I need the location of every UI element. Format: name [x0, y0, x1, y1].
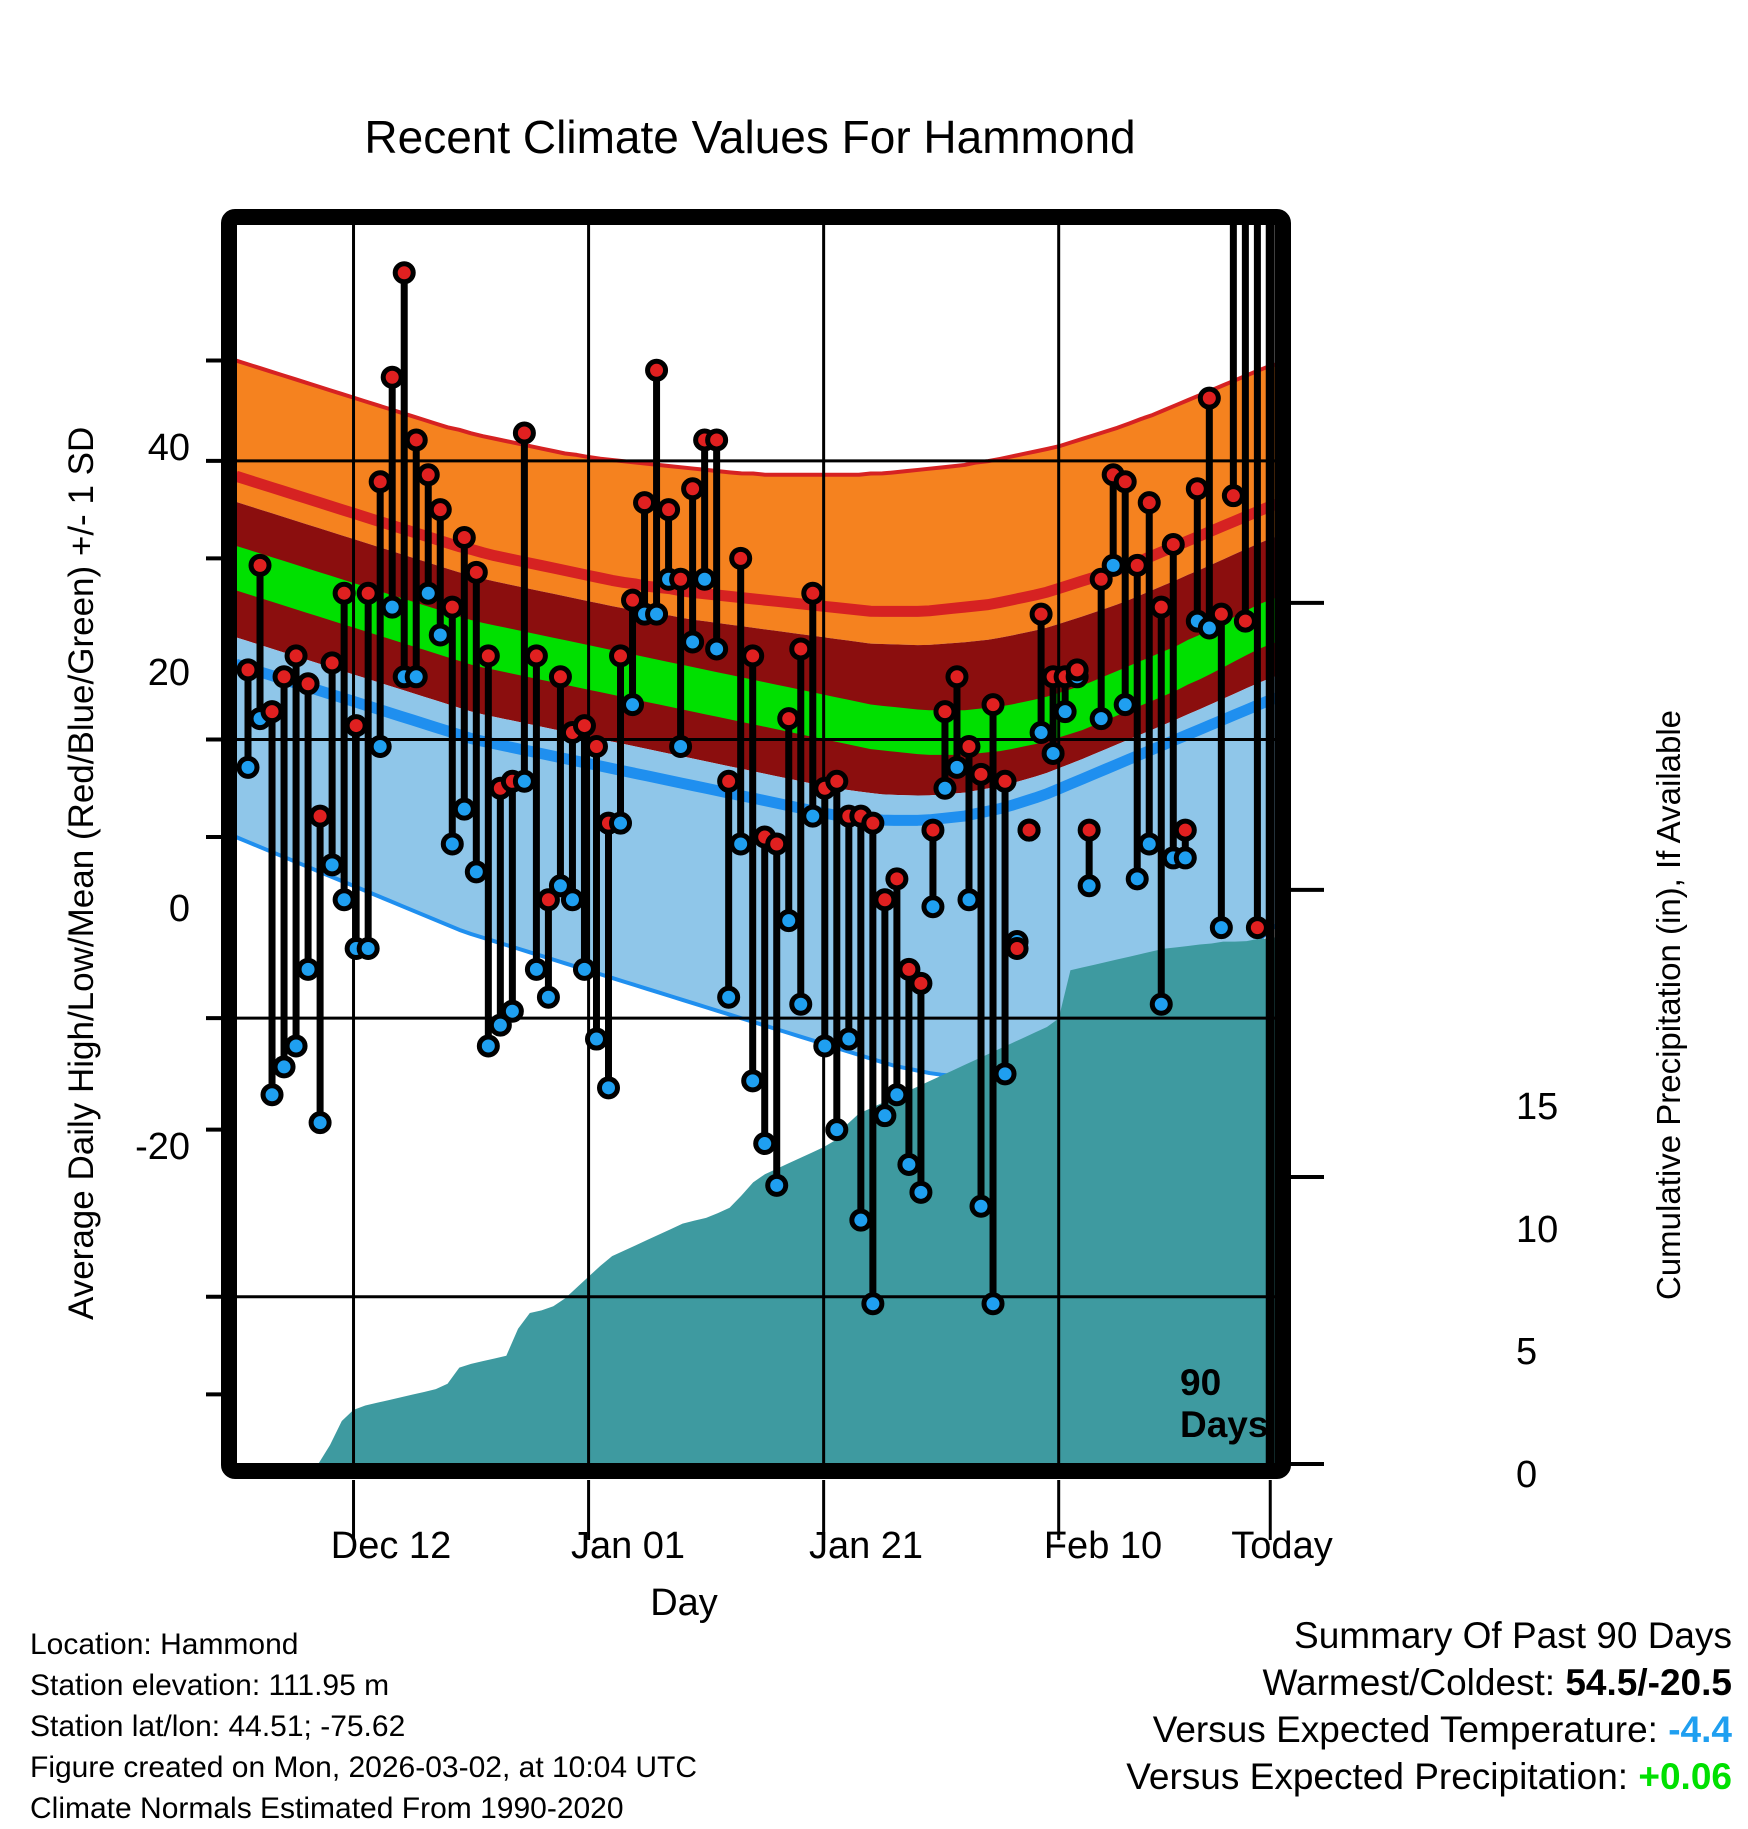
station-info-latlon: Station lat/lon: 44.51; -75.62: [30, 1710, 406, 1743]
y-tick-label-40: 40: [147, 427, 190, 469]
y2-tick-label-15: 15: [1516, 1086, 1559, 1128]
summary-vs-temperature-value: -4.4: [1668, 1709, 1732, 1750]
summary-vs-precipitation-label: Versus Expected Precipitation:: [1126, 1756, 1629, 1797]
x-tick-label-today: Today: [1231, 1525, 1333, 1567]
y-tick-label-0: 0: [168, 888, 190, 930]
summary-vs-precipitation: Versus Expected Precipitation: +0.06: [1126, 1753, 1732, 1800]
today-line-label-line2: Days: [1180, 1404, 1269, 1445]
y-tick-label-20: 20: [147, 652, 190, 694]
summary-vs-temperature-label: Versus Expected Temperature:: [1152, 1709, 1658, 1750]
summary-warmest-coldest-value: 54.5/-20.5: [1565, 1662, 1732, 1703]
today-line-label: 90 Days: [1180, 1362, 1268, 1446]
summary-warmest-coldest-label: Warmest/Coldest:: [1262, 1662, 1556, 1703]
summary-warmest-coldest: Warmest/Coldest: 54.5/-20.5: [1126, 1659, 1732, 1706]
station-info: Location: Hammond Station elevation: 111…: [30, 1624, 697, 1829]
x-axis-title: Day: [650, 1582, 718, 1624]
y-tick-label-minus20: -20: [135, 1126, 190, 1168]
summary-vs-precipitation-value: +0.06: [1638, 1756, 1732, 1797]
summary-heading: Summary Of Past 90 Days: [1294, 1615, 1732, 1656]
y2-tick-label-10: 10: [1516, 1209, 1559, 1251]
x-tick-label-feb10: Feb 10: [1043, 1525, 1163, 1567]
station-info-normals: Climate Normals Estimated From 1990-2020: [30, 1792, 624, 1825]
station-info-created: Figure created on Mon, 2026-03-02, at 10…: [30, 1751, 698, 1784]
x-tick-label-jan21: Jan 21: [808, 1525, 924, 1567]
station-info-location: Location: Hammond: [30, 1628, 299, 1661]
y2-tick-label-5: 5: [1516, 1331, 1538, 1373]
today-line-label-line1: 90: [1180, 1362, 1222, 1403]
x-tick-label-dec12: Dec 12: [330, 1525, 452, 1567]
summary-vs-temperature: Versus Expected Temperature: -4.4: [1126, 1706, 1732, 1753]
station-info-elevation: Station elevation: 111.95 m: [30, 1669, 390, 1702]
y2-tick-label-0: 0: [1516, 1454, 1538, 1496]
page-title: Recent Climate Values For Hammond: [364, 111, 1136, 163]
summary-panel: Summary Of Past 90 Days Warmest/Coldest:…: [1126, 1612, 1732, 1800]
